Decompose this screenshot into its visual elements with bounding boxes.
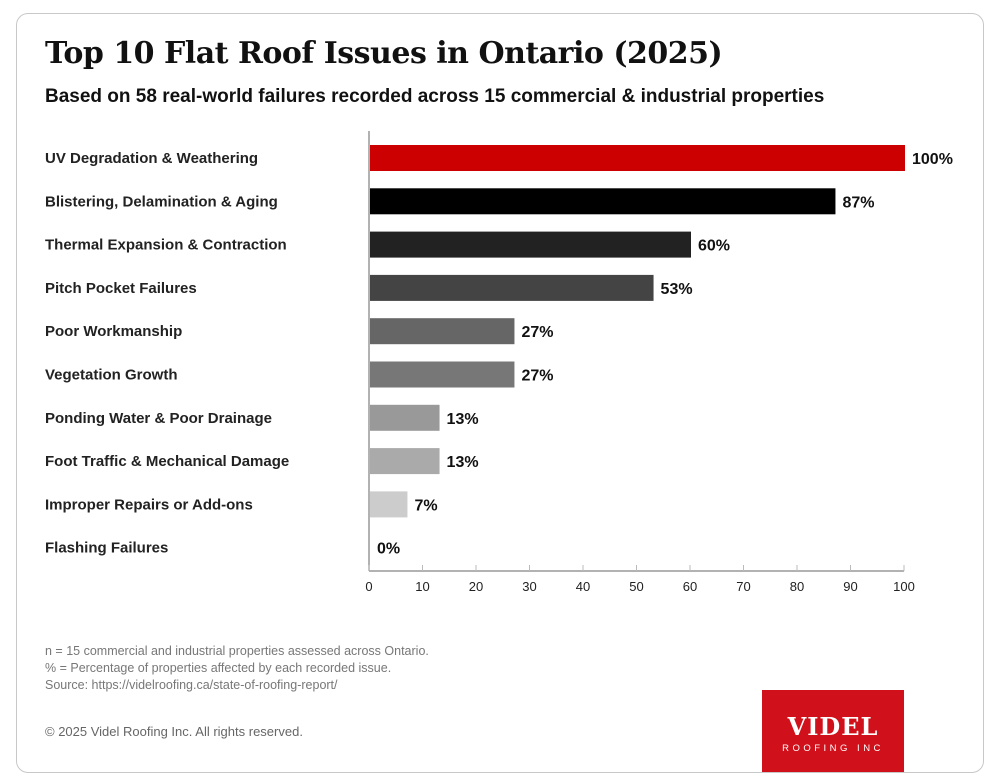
x-tick-label: 40 [576, 579, 590, 594]
copyright: © 2025 Videl Roofing Inc. All rights res… [45, 724, 303, 739]
bar [370, 318, 515, 345]
category-label: UV Degradation & Weathering [45, 150, 258, 167]
bar [370, 274, 654, 301]
chart-title: Top 10 Flat Roof Issues in Ontario (2025… [45, 36, 723, 71]
data-label: 0% [377, 541, 400, 558]
note-percent: % = Percentage of properties affected by… [45, 661, 392, 675]
data-label: 100% [912, 151, 953, 168]
bar [370, 404, 440, 431]
data-label: 60% [698, 238, 730, 255]
x-tick-label: 90 [843, 579, 857, 594]
data-label: 7% [414, 497, 437, 514]
category-label: Blistering, Delamination & Aging [45, 193, 278, 210]
x-tick-label: 30 [522, 579, 536, 594]
category-label: Foot Traffic & Mechanical Damage [45, 453, 289, 470]
data-label: 13% [447, 411, 479, 428]
x-tick-label: 70 [736, 579, 750, 594]
x-tick-label: 80 [790, 579, 804, 594]
data-label: 13% [447, 454, 479, 471]
x-tick-label: 20 [469, 579, 483, 594]
category-label: Thermal Expansion & Contraction [45, 237, 287, 254]
logo-tagline: ROOFING INC [782, 743, 884, 754]
chart-subtitle: Based on 58 real-world failures recorded… [45, 86, 825, 107]
bar [370, 448, 440, 475]
data-label: 87% [842, 194, 874, 211]
data-label: 27% [521, 368, 553, 385]
category-label: Flashing Failures [45, 540, 168, 557]
bar [370, 145, 905, 171]
x-tick-label: 60 [683, 579, 697, 594]
chart-card: Top 10 Flat Roof Issues in Ontario (2025… [16, 13, 984, 773]
category-label: Ponding Water & Poor Drainage [45, 410, 272, 427]
note-sample: n = 15 commercial and industrial propert… [45, 644, 429, 658]
bar [370, 188, 836, 215]
category-label: Poor Workmanship [45, 323, 182, 340]
bar [370, 231, 691, 258]
note-source: Source: https://videlroofing.ca/state-of… [45, 678, 338, 692]
x-tick-label: 10 [415, 579, 429, 594]
bar [370, 361, 515, 388]
x-tick-label: 50 [629, 579, 643, 594]
bar [370, 491, 408, 518]
x-tick-label: 0 [365, 579, 372, 594]
data-label: 53% [661, 281, 693, 298]
x-tick-label: 100 [893, 579, 915, 594]
bar-chart: 0 10 20 30 40 50 60 70 80 90 100 UV Degradation & W… [45, 131, 953, 594]
category-label: Pitch Pocket Failures [45, 280, 197, 297]
category-label: Vegetation Growth [45, 367, 178, 384]
data-label: 27% [521, 324, 553, 341]
logo-name: VIDEL [787, 712, 879, 741]
videl-logo: VIDEL ROOFING INC [762, 690, 904, 772]
category-label: Improper Repairs or Add-ons [45, 496, 253, 513]
